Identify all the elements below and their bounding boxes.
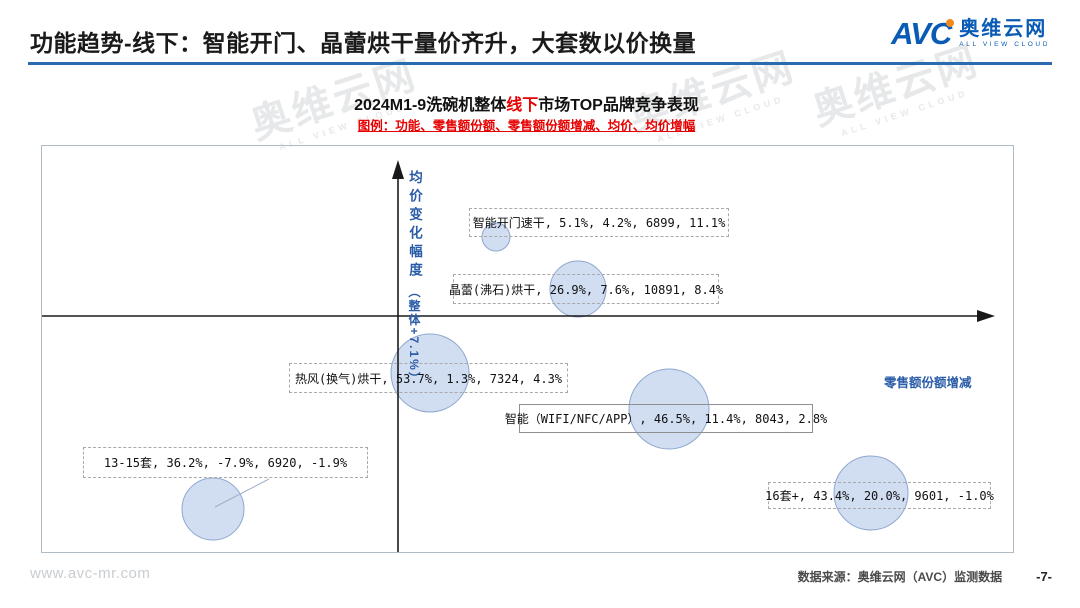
logo-text-block: 奥维云网 ALL VIEW CLOUD: [959, 19, 1050, 49]
y-axis-label: 均价变化幅度 （整体+7.1%）: [404, 170, 424, 386]
avc-wordmark: AVC: [891, 16, 955, 51]
chart-title-part2: 市场TOP品牌竞争表现: [538, 97, 699, 114]
leader-line-13-15-sets: [214, 478, 270, 508]
footer-right: 数据来源：奥维云网（AVC）监测数据 -7-: [798, 568, 1052, 585]
chart-legend-note: 图例：功能、零售额份额、零售额份额增减、均价、均价增幅: [357, 119, 696, 133]
y-axis-label-sub: （整体+7.1%）: [407, 285, 421, 386]
data-label-smart-open-dry: 智能开门速干, 5.1%, 4.2%, 6899, 11.1%: [469, 208, 729, 237]
y-axis-arrow-icon: [392, 160, 404, 179]
logo-orange-dot-icon: [946, 19, 955, 27]
plot-area: 均价变化幅度 （整体+7.1%） 零售额份额增减 智能开门速干, 5.1%, 4…: [41, 145, 1014, 553]
x-axis-label: 零售额份额增减: [884, 376, 972, 390]
data-label-16plus-sets: 16套+, 43.4%, 20.0%, 9601, -1.0%: [765, 482, 994, 509]
x-axis-arrow-icon: [977, 310, 995, 322]
logo-tagline: ALL VIEW CLOUD: [959, 40, 1050, 48]
header-divider: [28, 62, 1052, 65]
page-title: 功能趋势-线下：智能开门、晶蕾烘干量价齐升，大套数以价换量: [30, 30, 697, 56]
footer-page-number: -7-: [1036, 569, 1052, 584]
chart-title-part1: 2024M1-9洗碗机整体: [354, 97, 507, 114]
footer-website-link[interactable]: www.avc-mr.com: [30, 565, 151, 582]
footer-data-source: 数据来源：奥维云网（AVC）监测数据: [797, 570, 1003, 584]
y-axis-label-main: 均价变化幅度: [407, 170, 422, 281]
data-label-smart-wifi: 智能（WIFI/NFC/APP）, 46.5%, 11.4%, 8043, 2.…: [505, 404, 827, 433]
chart-title: 2024M1-9洗碗机整体线下市场TOP品牌竞争表现: [41, 91, 1012, 115]
avc-logo: AVC 奥维云网 ALL VIEW CLOUD: [891, 18, 1050, 49]
data-label-hot-air-dry: 热风(换气)烘干, 53.7%, 1.3%, 7324, 4.3%: [289, 363, 568, 393]
bubble-16plus-sets: [833, 455, 909, 531]
data-label-13-15-sets: 13-15套, 36.2%, -7.9%, 6920, -1.9%: [83, 447, 368, 478]
bubble-smart-open-dry: [481, 222, 511, 252]
bubble-smart-wifi: [628, 368, 710, 450]
bubble-13-15-sets: [181, 477, 245, 541]
logo-company-name: 奥维云网: [959, 17, 1048, 40]
data-label-zeolite-dry: 晶蕾(沸石)烘干, 26.9%, 7.6%, 10891, 8.4%: [449, 274, 723, 304]
avc-abbr: AVC: [891, 16, 952, 51]
chart-title-highlight: 线下: [506, 97, 539, 114]
